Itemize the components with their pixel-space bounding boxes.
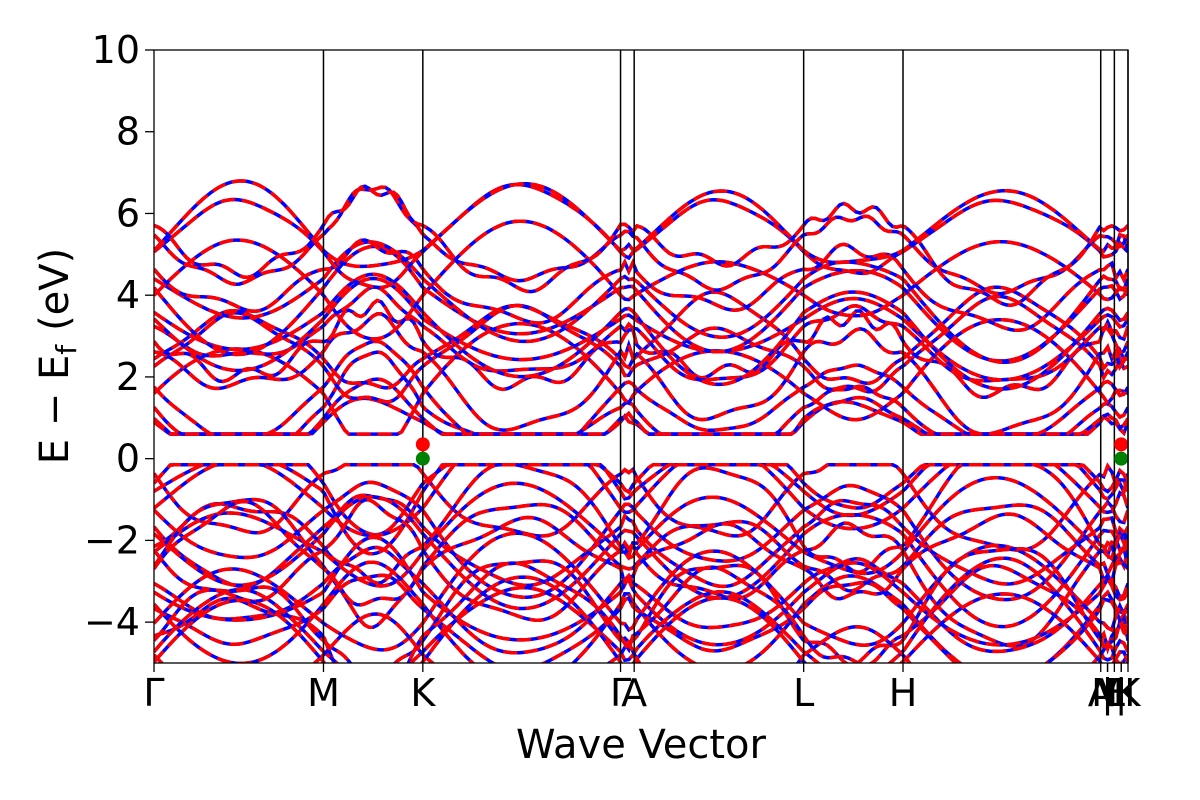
y-tick-label: −2 (84, 518, 140, 562)
y-tick-label: −4 (84, 600, 140, 644)
spin-down-band (154, 497, 1128, 630)
x-tick-label: Γ (143, 671, 164, 715)
spin-down-band (154, 238, 1128, 333)
x-tick-label: H (1107, 671, 1136, 715)
spin-down-band (154, 462, 1128, 552)
vbm-marker (415, 451, 430, 466)
spin-down-band (154, 298, 1128, 400)
y-axis-label-sub: f (50, 344, 83, 355)
y-tick-label: 0 (116, 437, 140, 481)
x-tick-label: M (307, 671, 340, 715)
band-edge-markers (415, 437, 1128, 466)
spin-down-band (154, 480, 1128, 602)
spin-down-band (154, 476, 1128, 588)
spin-down-band (154, 312, 1128, 436)
spin-down-band (154, 556, 1128, 663)
y-axis-label-unit: (eV) (32, 248, 78, 331)
spin-down-band (154, 184, 1128, 308)
x-tick-label: L (793, 671, 814, 715)
y-axis-ticks: −4 −2 0 2 4 6 8 10 (84, 28, 154, 644)
spin-down-band (154, 240, 1128, 364)
y-axis-label: E − Ef (eV) (32, 248, 83, 465)
band-lines (154, 179, 1128, 663)
y-tick-label: 8 (116, 110, 140, 154)
y-tick-label: 2 (116, 355, 140, 399)
x-tick-label: M (1091, 671, 1124, 715)
spin-down-band (154, 547, 1128, 663)
spin-down-band (154, 219, 1128, 341)
spin-down-band (154, 244, 1128, 363)
x-axis-label: Wave Vector (516, 722, 767, 768)
x-tick-label: K (410, 671, 436, 715)
x-tick-label: H (889, 671, 918, 715)
x-tick-label: A (621, 671, 647, 715)
spin-down-band (154, 499, 1128, 607)
spin-down-band (154, 575, 1128, 663)
cbm-marker (415, 437, 430, 452)
spin-down-band (154, 535, 1128, 647)
spin-down-band (154, 272, 1128, 391)
x-tick-label: Γ (610, 671, 631, 715)
cbm-marker (1114, 437, 1128, 452)
spin-down-band (154, 463, 1128, 585)
y-tick-label: 4 (116, 273, 140, 317)
spin-down-band (154, 285, 1128, 383)
spin-down-band (154, 561, 1128, 663)
spin-down-band (154, 493, 1128, 589)
spin-down-band (154, 545, 1128, 655)
spin-down-band (154, 377, 1128, 436)
plot-frame (153, 49, 1129, 664)
vbm-marker (1114, 451, 1128, 466)
x-tick-label: K (1116, 671, 1142, 715)
x-tick-label: A (1088, 671, 1114, 715)
spin-down-band (154, 285, 1128, 390)
spin-down-band (154, 317, 1128, 436)
x-axis-ticks: Γ M K ΓA L H AL|M|HK (143, 663, 1142, 716)
x-tick-label: | (1101, 671, 1114, 716)
spin-down-band (154, 339, 1128, 436)
spin-down-band (154, 185, 1128, 296)
x-tick-label: | (1115, 671, 1128, 716)
spin-down-band (154, 612, 1128, 663)
y-tick-label: 10 (92, 28, 140, 72)
y-tick-label: 6 (116, 191, 140, 235)
y-axis-label-main: E − E (32, 355, 78, 465)
spin-down-band (154, 573, 1128, 663)
x-tick-label: L (1104, 671, 1125, 715)
